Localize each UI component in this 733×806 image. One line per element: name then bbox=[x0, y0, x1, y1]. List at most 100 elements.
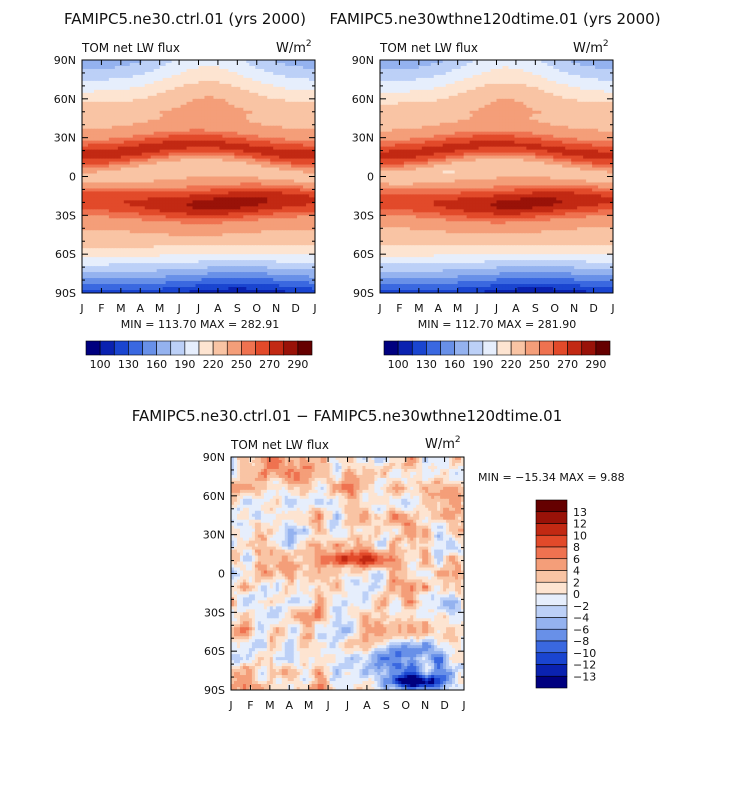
heatmap-cell bbox=[264, 158, 268, 163]
heatmap-cell bbox=[171, 245, 176, 249]
heatmap-cell bbox=[279, 176, 283, 181]
heatmap-cell bbox=[111, 173, 116, 178]
heatmap-cell bbox=[267, 62, 271, 67]
heatmap-cell bbox=[207, 218, 212, 222]
heatmap-cell bbox=[246, 77, 250, 82]
heatmap-cell bbox=[186, 245, 191, 249]
heatmap-cell bbox=[234, 92, 238, 97]
heatmap-cell bbox=[246, 137, 250, 142]
heatmap-cell bbox=[147, 101, 152, 106]
heatmap-cell bbox=[201, 179, 206, 184]
heatmap-cell bbox=[174, 179, 179, 184]
heatmap-cell bbox=[294, 215, 298, 219]
heatmap-cell bbox=[240, 218, 244, 222]
heatmap-cell bbox=[120, 209, 125, 213]
heatmap-cell bbox=[264, 80, 268, 85]
heatmap-cell bbox=[291, 89, 295, 94]
heatmap-cell bbox=[171, 242, 176, 246]
heatmap-cell bbox=[231, 101, 235, 106]
heatmap-cell bbox=[291, 179, 295, 184]
heatmap-cell bbox=[234, 95, 238, 100]
heatmap-cell bbox=[159, 170, 164, 175]
heatmap-cell bbox=[108, 161, 113, 166]
heatmap-cell bbox=[117, 152, 122, 157]
heatmap-cell bbox=[261, 128, 265, 133]
heatmap-cell bbox=[300, 71, 304, 76]
heatmap-cell bbox=[165, 143, 170, 148]
heatmap-cell bbox=[219, 116, 223, 121]
heatmap-cell bbox=[189, 122, 194, 127]
heatmap-cell bbox=[189, 230, 194, 234]
heatmap-cell bbox=[234, 173, 238, 178]
heatmap-cell bbox=[135, 113, 140, 118]
heatmap-cell bbox=[171, 137, 176, 142]
heatmap-cell bbox=[141, 101, 146, 106]
heatmap-cell bbox=[138, 197, 143, 201]
heatmap-cell bbox=[195, 206, 200, 210]
heatmap-cell bbox=[111, 212, 116, 216]
heatmap-cell bbox=[282, 152, 286, 157]
heatmap-cell bbox=[135, 182, 140, 187]
heatmap-cell bbox=[186, 128, 191, 133]
heatmap-cell bbox=[300, 179, 304, 184]
heatmap-cell bbox=[219, 60, 223, 64]
heatmap-cell bbox=[87, 170, 92, 175]
heatmap-cell bbox=[252, 65, 256, 70]
heatmap-cell bbox=[87, 80, 92, 85]
heatmap-cell bbox=[210, 101, 215, 106]
heatmap-cell bbox=[297, 152, 301, 157]
heatmap-cell bbox=[291, 182, 295, 187]
heatmap-cell bbox=[90, 107, 95, 112]
heatmap-cell bbox=[267, 188, 271, 193]
heatmap-cell bbox=[93, 203, 98, 207]
heatmap-cell bbox=[99, 191, 104, 196]
heatmap-cell bbox=[189, 209, 194, 213]
heatmap-cell bbox=[231, 89, 235, 94]
heatmap-cell bbox=[144, 158, 149, 163]
heatmap-cell bbox=[273, 74, 277, 79]
heatmap-cell bbox=[82, 110, 86, 115]
heatmap-cell bbox=[309, 80, 313, 85]
heatmap-cell bbox=[156, 170, 161, 175]
heatmap-cell bbox=[156, 95, 161, 100]
heatmap-cell bbox=[114, 110, 119, 115]
heatmap-cell bbox=[204, 104, 209, 109]
heatmap-cell bbox=[141, 113, 146, 118]
heatmap-cell bbox=[168, 101, 173, 106]
heatmap-cell bbox=[105, 140, 110, 145]
heatmap-cell bbox=[258, 170, 262, 175]
heatmap-cell bbox=[234, 188, 238, 193]
heatmap-cell bbox=[264, 95, 268, 100]
heatmap-cell bbox=[228, 65, 232, 70]
heatmap-cell bbox=[264, 140, 268, 145]
heatmap-cell bbox=[105, 134, 110, 139]
heatmap-cell bbox=[144, 245, 149, 249]
heatmap-cell bbox=[105, 161, 110, 166]
heatmap-cell bbox=[297, 179, 301, 184]
heatmap-cell bbox=[273, 155, 277, 160]
heatmap-cell bbox=[144, 143, 149, 148]
heatmap-cell bbox=[102, 80, 107, 85]
heatmap-cell bbox=[228, 83, 232, 88]
heatmap-cell bbox=[102, 191, 107, 196]
heatmap-cell bbox=[246, 107, 250, 112]
heatmap-cell bbox=[174, 227, 179, 231]
heatmap-cell bbox=[291, 206, 295, 210]
heatmap-cell bbox=[243, 140, 247, 145]
heatmap-cell bbox=[222, 164, 226, 169]
heatmap-cell bbox=[99, 239, 104, 243]
heatmap-cell bbox=[261, 131, 265, 136]
heatmap-cell bbox=[177, 86, 182, 91]
subtitle-diff: TOM net LW flux bbox=[230, 438, 329, 452]
heatmap-cell bbox=[99, 224, 104, 228]
heatmap-cell bbox=[201, 191, 206, 196]
heatmap-cell bbox=[255, 110, 259, 115]
heatmap-cell bbox=[249, 119, 253, 124]
heatmap-cell bbox=[192, 89, 197, 94]
heatmap-cell bbox=[249, 212, 253, 216]
heatmap-cell bbox=[258, 146, 262, 151]
heatmap-cell bbox=[150, 239, 155, 243]
heatmap-cell bbox=[288, 182, 292, 187]
heatmap-cell bbox=[186, 152, 191, 157]
heatmap-cell bbox=[237, 83, 241, 88]
